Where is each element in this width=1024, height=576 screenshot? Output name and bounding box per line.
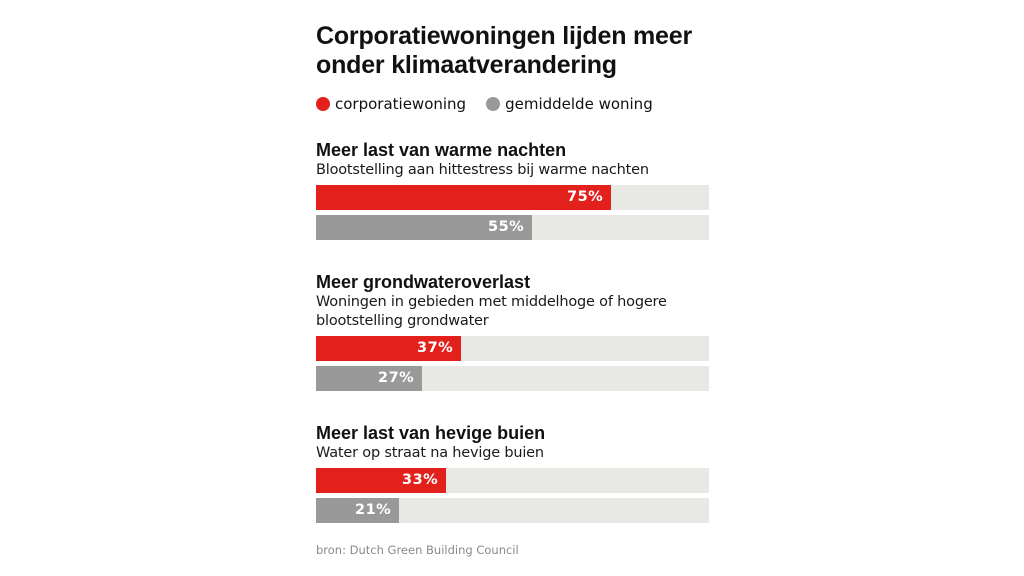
chart-title-line-1: Corporatiewoningen lijden meer [316,22,692,50]
group-title: Meer grondwateroverlast [316,272,531,292]
group-title: Meer last van warme nachten [316,140,567,160]
legend-item-corporatiewoning: corporatiewoning [316,95,466,113]
bar-track: 75% [316,185,709,210]
legend-swatch-grey [486,97,501,111]
bar-value-label: 55% [488,219,525,235]
bar-gemiddelde-woning [316,366,422,391]
bar-group: Meer last van warme nachten Blootstelling… [316,140,709,240]
bar-group: Meer grondwateroverlast Woningen in gebie… [316,272,709,391]
bar-value-label: 33% [402,472,439,488]
bar-gemiddelde-woning [316,215,532,240]
legend-label: corporatiewoning [335,95,467,113]
bar-corporatiewoning [316,336,461,361]
bar-track: 33% [316,468,709,493]
legend-swatch-red [316,97,330,111]
legend: corporatiewoning gemiddelde woning [316,94,709,114]
group-subtitle: Water op straat na hevige buien [316,445,544,461]
chart-title: Corporatiewoningen lijden meer onder kli… [316,22,709,80]
legend-label: gemiddelde woning [505,95,653,113]
chart: Corporatiewoningen lijden meer onder kli… [316,22,709,114]
bar-track: 21% [316,498,709,523]
bar-value-label: 37% [417,340,454,356]
bar-corporatiewoning [316,468,446,493]
bar-value-label: 27% [378,370,415,386]
bar-track: 55% [316,215,709,240]
bar-gemiddelde-woning [316,498,399,523]
group-subtitle: blootstelling grondwater [316,313,489,329]
group-title: Meer last van hevige buien [316,423,546,443]
bar-track: 37% [316,336,709,361]
bar-corporatiewoning [316,185,611,210]
bar-group: Meer last van hevige buien Water op straa… [316,423,709,523]
group-subtitle: Blootstelling aan hittestress bij warme … [316,162,649,178]
bar-track: 27% [316,366,709,391]
group-subtitle: Woningen in gebieden met middelhoge of h… [316,294,667,310]
source-note: bron: Dutch Green Building Council [316,543,519,557]
bar-value-label: 75% [567,189,604,205]
legend-item-gemiddelde-woning: gemiddelde woning [486,95,653,113]
bar-value-label: 21% [355,502,392,518]
chart-title-line-2: onder klimaatverandering [316,51,617,79]
